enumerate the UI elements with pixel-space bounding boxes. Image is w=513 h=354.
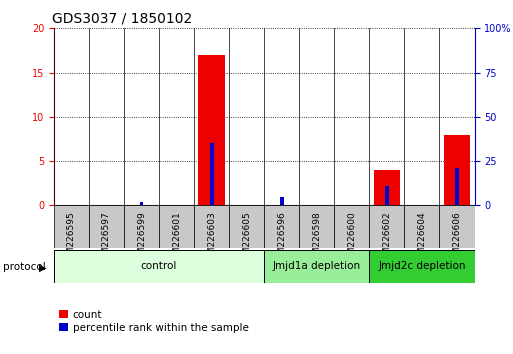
Text: GSM226595: GSM226595 — [67, 212, 76, 267]
Text: GSM226603: GSM226603 — [207, 212, 216, 267]
FancyBboxPatch shape — [404, 205, 440, 248]
Bar — [199, 55, 225, 205]
Text: GSM226606: GSM226606 — [452, 212, 462, 267]
Text: control: control — [141, 261, 177, 272]
Bar — [210, 143, 213, 205]
FancyBboxPatch shape — [264, 205, 299, 248]
Text: GSM226598: GSM226598 — [312, 212, 321, 267]
Text: GSM226597: GSM226597 — [102, 212, 111, 267]
FancyBboxPatch shape — [194, 205, 229, 248]
FancyBboxPatch shape — [159, 205, 194, 248]
FancyBboxPatch shape — [369, 250, 475, 283]
FancyBboxPatch shape — [264, 250, 369, 283]
Text: GSM226602: GSM226602 — [382, 212, 391, 266]
Text: GSM226604: GSM226604 — [418, 212, 426, 266]
FancyBboxPatch shape — [299, 205, 334, 248]
Bar — [385, 186, 389, 205]
Text: GSM226601: GSM226601 — [172, 212, 181, 267]
FancyBboxPatch shape — [89, 205, 124, 248]
Text: GSM226605: GSM226605 — [242, 212, 251, 267]
Bar — [455, 168, 459, 205]
FancyBboxPatch shape — [334, 205, 369, 248]
Text: Jmjd2c depletion: Jmjd2c depletion — [378, 261, 466, 272]
Bar — [140, 202, 144, 205]
Bar — [374, 170, 400, 205]
Bar — [444, 135, 470, 205]
FancyBboxPatch shape — [369, 205, 404, 248]
Text: GDS3037 / 1850102: GDS3037 / 1850102 — [52, 12, 192, 26]
Text: ▶: ▶ — [38, 262, 46, 272]
Text: protocol: protocol — [3, 262, 45, 272]
FancyBboxPatch shape — [54, 205, 89, 248]
Text: GSM226599: GSM226599 — [137, 212, 146, 267]
Text: GSM226596: GSM226596 — [277, 212, 286, 267]
Text: GSM226600: GSM226600 — [347, 212, 357, 267]
FancyBboxPatch shape — [124, 205, 159, 248]
Text: Jmjd1a depletion: Jmjd1a depletion — [273, 261, 361, 272]
FancyBboxPatch shape — [440, 205, 475, 248]
FancyBboxPatch shape — [54, 250, 264, 283]
Bar — [280, 198, 284, 205]
Legend: count, percentile rank within the sample: count, percentile rank within the sample — [59, 310, 248, 333]
FancyBboxPatch shape — [229, 205, 264, 248]
